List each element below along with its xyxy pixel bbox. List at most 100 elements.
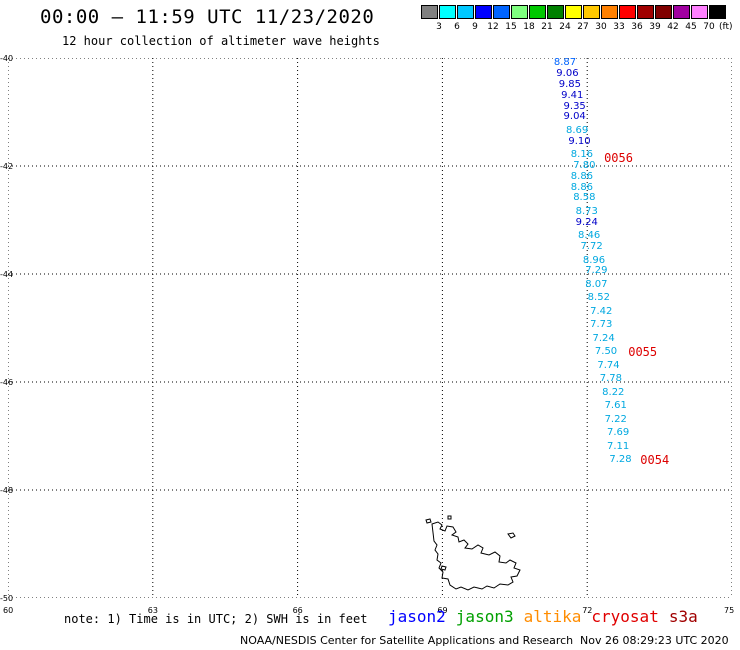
legend-label: 15 (505, 22, 517, 32)
kerguelen-islet (440, 565, 447, 571)
legend-label: 42 (667, 22, 679, 32)
lat-tick-label: -44 (0, 270, 14, 279)
swh-reading: 9.85 (558, 79, 581, 90)
satellite-s3a: s3a (668, 607, 698, 626)
swh-reading: 8.86 (570, 181, 594, 193)
legend-label: 6 (454, 22, 460, 32)
satellite-cryosat: cryosat (591, 607, 659, 626)
swh-reading: 7.29 (585, 265, 608, 277)
swh-reading: 8.46 (578, 230, 601, 242)
swh-reading: 8.69 (565, 124, 589, 136)
legend-swatch (583, 5, 600, 19)
swh-reading: 7.28 (609, 454, 632, 466)
legend-swatch (655, 5, 672, 19)
kerguelen-islet (447, 515, 452, 520)
legend-label: 45 (685, 22, 697, 32)
legend-swatch (421, 5, 438, 19)
swh-reading: 9.04 (563, 111, 586, 123)
swh-reading: 8.86 (570, 170, 594, 182)
legend-swatch (637, 5, 654, 19)
lat-tick-label: -40 (0, 54, 14, 63)
page-subtitle: 12 hour collection of altimeter wave hei… (62, 34, 380, 48)
lon-tick-label: 60 (3, 606, 14, 615)
legend-label: 70 (703, 22, 715, 32)
lat-tick-label: -42 (0, 162, 14, 171)
swh-reading: 7.50 (594, 346, 618, 358)
map-panel (8, 58, 732, 598)
footer-note: note: 1) Time is in UTC; 2) SWH is in fe… (64, 612, 368, 626)
swh-reading: 8.96 (582, 254, 606, 266)
legend-swatch (673, 5, 690, 19)
legend-label: 39 (649, 22, 661, 32)
swh-reading: 7.61 (604, 400, 627, 412)
legend-swatch (493, 5, 510, 19)
legend-label: 18 (523, 22, 535, 32)
swh-reading: 8.22 (602, 386, 625, 398)
legend-label: 12 (487, 22, 499, 32)
swh-reading: 7.22 (604, 413, 627, 425)
lat-tick-label: -48 (0, 486, 14, 495)
legend-swatch (691, 5, 708, 19)
swh-reading: 7.24 (592, 332, 615, 344)
swh-reading: 7.11 (606, 440, 630, 452)
swh-reading: 9.41 (561, 89, 584, 101)
legend-label: 21 (541, 22, 553, 32)
kerguelen-islands (425, 515, 521, 591)
satellite-legend: jason2 jason3 altika cryosat s3a (388, 607, 708, 626)
lat-tick-label: -46 (0, 378, 14, 387)
generated-timestamp: Nov 26 08:29:23 UTC 2020 (580, 634, 729, 647)
map-grid (8, 58, 732, 598)
page-title: 00:00 – 11:59 UTC 11/23/2020 (40, 6, 375, 28)
swh-reading: 8.87 (553, 57, 577, 69)
lon-tick-label: 69 (437, 606, 448, 615)
pass-time-label: 0055 (628, 345, 658, 360)
legend-swatch (511, 5, 528, 19)
legend-swatch (439, 5, 456, 19)
legend-label: 30 (595, 22, 607, 32)
satellite-jason2: jason2 (388, 607, 446, 626)
swh-reading: 9.35 (563, 100, 586, 112)
lon-tick-label: 63 (147, 606, 158, 615)
legend-swatch (547, 5, 564, 19)
legend-unit: (ft) (719, 22, 733, 32)
lon-tick-label: 75 (724, 606, 735, 615)
kerguelen-coastline (431, 521, 521, 591)
legend-label: 36 (631, 22, 643, 32)
swh-reading: 8.16 (570, 149, 594, 161)
satellite-altika: altika (523, 607, 582, 626)
lat-tick-label: -50 (0, 594, 14, 603)
kerguelen-islet (507, 532, 516, 539)
swh-reading: 7.42 (590, 305, 613, 317)
legend-swatch (619, 5, 636, 19)
legend-swatch (475, 5, 492, 19)
legend-label: 27 (577, 22, 589, 32)
legend-swatch (709, 5, 726, 19)
swh-reading: 8.07 (585, 278, 608, 290)
swh-reading: 7.72 (580, 241, 603, 252)
lon-tick-label: 66 (292, 606, 303, 615)
satellite-jason3: jason3 (455, 607, 514, 626)
credit-line: NOAA/NESDIS Center for Satellite Applica… (240, 634, 574, 647)
swh-reading: 8.58 (573, 192, 596, 204)
swh-reading: 7.78 (599, 373, 622, 385)
legend-label: 3 (436, 22, 442, 32)
swh-reading: 9.10 (568, 135, 591, 147)
swh-reading: 7.74 (597, 359, 620, 371)
swh-reading: 8.73 (575, 205, 598, 217)
legend-label: 33 (613, 22, 625, 32)
lon-tick-label: 72 (582, 606, 593, 615)
legend-swatch (529, 5, 546, 19)
kerguelen-islet (425, 518, 432, 524)
swh-reading: 9.06 (556, 68, 579, 80)
legend-label: 9 (472, 22, 478, 32)
legend-swatch (457, 5, 474, 19)
legend-swatch (601, 5, 618, 19)
pass-time-label: 0054 (640, 453, 670, 468)
swh-reading: 7.69 (606, 427, 630, 439)
swh-reading: 7.80 (573, 160, 596, 171)
swh-reading: 8.52 (587, 292, 610, 304)
swh-reading: 9.24 (575, 216, 598, 228)
pass-time-label: 0056 (604, 150, 633, 165)
legend-label: 24 (559, 22, 571, 32)
legend-swatch (565, 5, 582, 19)
